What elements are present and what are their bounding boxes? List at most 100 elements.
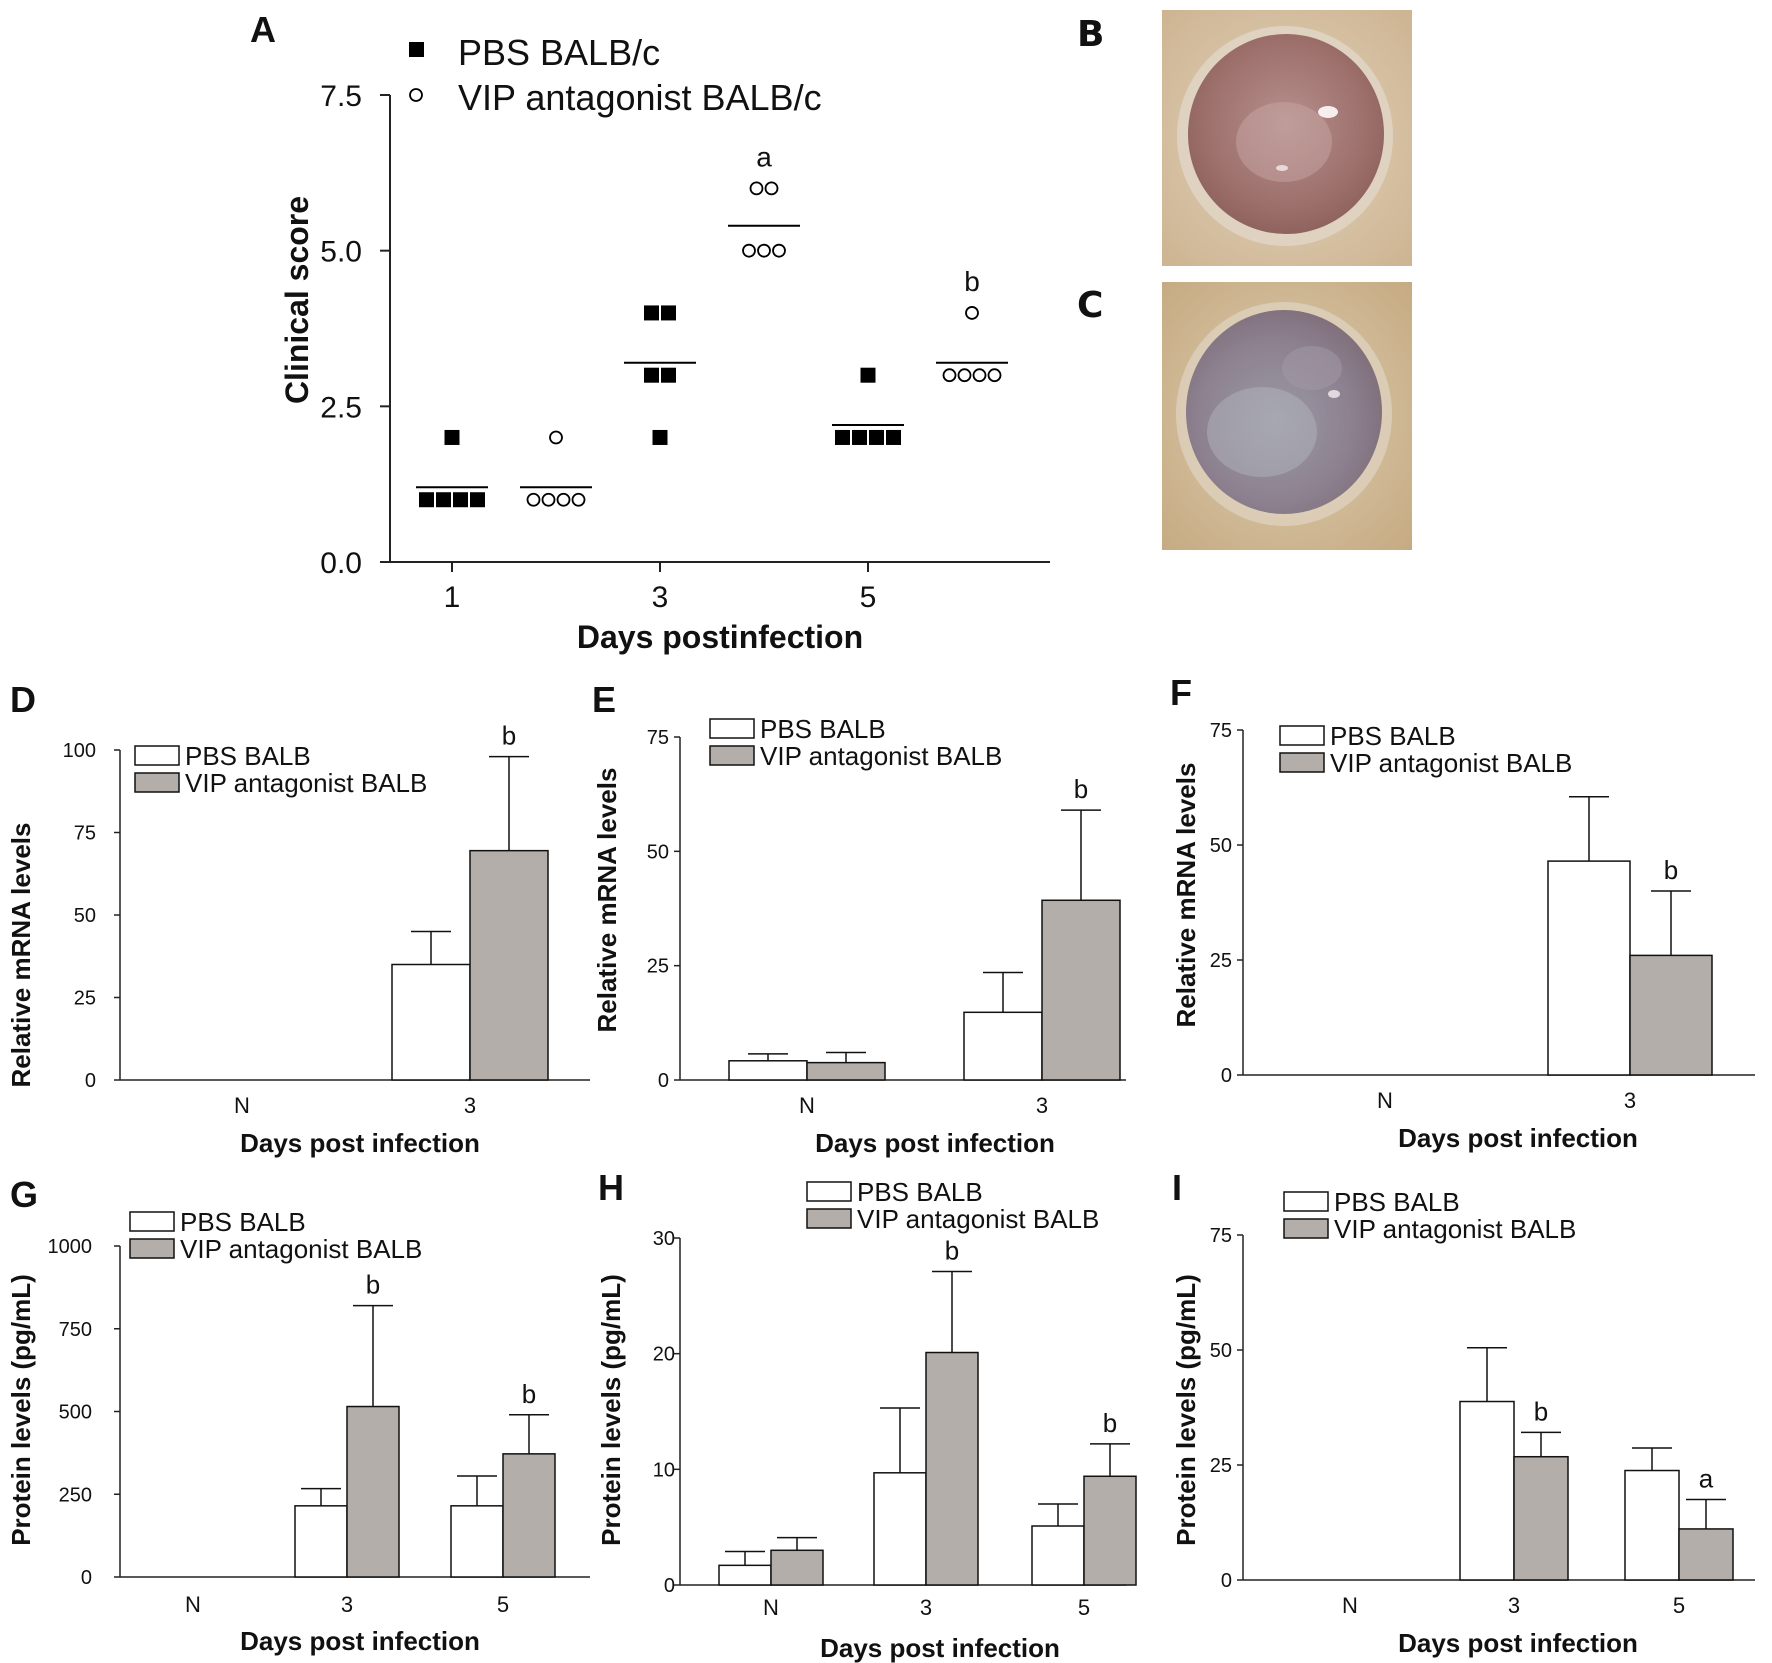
- bar-pbs: [1624, 1469, 1680, 1581]
- y-tick-label: 0: [81, 1567, 92, 1589]
- significance-label: a: [1699, 1464, 1714, 1494]
- y-tick-label: 25: [647, 956, 669, 978]
- y-axis-title: Relative mRNA levels: [6, 823, 36, 1088]
- legend-label-pbs: PBS BALB: [857, 1177, 983, 1207]
- bar-vip: [1513, 1455, 1569, 1581]
- y-tick-label: 25: [1210, 950, 1232, 972]
- legend-swatch-pbs: [134, 745, 180, 766]
- bar-vip: [925, 1351, 979, 1586]
- panel-label-g: G: [10, 1174, 38, 1215]
- data-point-vip: [757, 243, 771, 258]
- legend-swatch-pbs: [129, 1211, 175, 1232]
- legend-label-vip: VIP antagonist BALB/c: [458, 77, 822, 118]
- y-tick-label: 75: [74, 823, 96, 845]
- data-point-pbs: [644, 367, 659, 383]
- data-point-vip: [571, 492, 586, 507]
- legend-swatch-vip: [1283, 1218, 1329, 1239]
- y-tick-label: 25: [1210, 1455, 1232, 1477]
- legend-marker-pbs: [409, 42, 424, 57]
- data-point-vip: [942, 368, 957, 383]
- x-tick-label: N: [185, 1592, 201, 1617]
- y-tick-label: 0: [664, 1575, 675, 1597]
- y-tick-label: 50: [1210, 835, 1232, 857]
- legend-swatch-vip: [1279, 752, 1325, 773]
- x-axis-title: Days post infection: [1398, 1628, 1638, 1658]
- y-tick-label: 2.5: [320, 391, 362, 424]
- x-tick-label: 3: [1036, 1093, 1048, 1118]
- y-tick-label: 500: [59, 1402, 92, 1424]
- y-tick-label: 0: [658, 1070, 669, 1092]
- x-axis-title: Days postinfection: [577, 619, 863, 655]
- x-tick-label: N: [1377, 1088, 1393, 1113]
- data-point-vip: [957, 368, 972, 383]
- y-tick-label: 0: [1221, 1570, 1232, 1592]
- significance-label: b: [964, 266, 980, 297]
- y-tick-label: 1000: [48, 1236, 93, 1258]
- y-tick-label: 25: [74, 988, 96, 1010]
- legend-label-pbs: PBS BALB: [1334, 1187, 1460, 1217]
- legend-label-pbs: PBS BALB/c: [458, 32, 660, 73]
- legend-swatch-vip: [129, 1238, 175, 1259]
- y-tick-label: 100: [63, 740, 96, 762]
- data-point-pbs: [835, 429, 850, 445]
- y-axis-title: Protein levels (pg/mL): [1171, 1274, 1201, 1546]
- legend-marker-vip: [409, 88, 423, 102]
- x-tick-label: N: [763, 1595, 779, 1620]
- bar-vip: [346, 1405, 400, 1578]
- y-tick-label: 20: [653, 1344, 675, 1366]
- y-tick-label: 0: [85, 1070, 96, 1092]
- legend-label-vip: VIP antagonist BALB: [760, 741, 1002, 771]
- cornea-photo-vip: [1162, 282, 1412, 550]
- panel-label-h: H: [598, 1167, 624, 1208]
- data-point-pbs: [869, 429, 884, 445]
- bar-pbs: [728, 1060, 808, 1081]
- x-axis-title: Days post infection: [820, 1633, 1060, 1663]
- significance-label: b: [1074, 774, 1088, 804]
- data-point-pbs: [886, 429, 901, 445]
- legend-label-pbs: PBS BALB: [185, 741, 311, 771]
- x-tick-label: 3: [1624, 1088, 1636, 1113]
- data-point-pbs: [644, 305, 659, 321]
- x-tick-label: 5: [1078, 1595, 1090, 1620]
- bar-vip: [1629, 954, 1713, 1076]
- bar-vip: [806, 1061, 886, 1081]
- y-axis-title: Relative mRNA levels: [592, 768, 622, 1033]
- significance-label: a: [756, 141, 772, 172]
- data-point-pbs: [453, 492, 468, 508]
- bar-pbs: [450, 1505, 504, 1578]
- data-point-pbs: [444, 429, 460, 445]
- x-tick-label: 3: [1508, 1593, 1520, 1618]
- y-tick-label: 750: [59, 1319, 92, 1341]
- y-tick-label: 0.0: [320, 547, 362, 580]
- y-tick-label: 50: [1210, 1340, 1232, 1362]
- significance-label: b: [1534, 1396, 1548, 1426]
- legend-swatch-pbs: [1279, 725, 1325, 746]
- x-tick-label: 5: [1673, 1593, 1685, 1618]
- y-tick-label: 50: [74, 905, 96, 927]
- x-axis-title: Days post infection: [240, 1128, 480, 1158]
- bar-pbs: [963, 1011, 1043, 1081]
- y-tick-label: 75: [1210, 1225, 1232, 1247]
- y-tick-label: 50: [647, 841, 669, 863]
- y-tick-label: 30: [653, 1228, 675, 1250]
- legend-label-pbs: PBS BALB: [180, 1207, 306, 1237]
- data-point-pbs: [852, 429, 867, 445]
- legend-swatch-vip: [806, 1208, 852, 1229]
- data-point-vip: [556, 492, 571, 507]
- data-point-vip: [772, 243, 786, 258]
- significance-label: b: [522, 1379, 536, 1409]
- legend-label-vip: VIP antagonist BALB: [185, 768, 427, 798]
- bar-vip: [1678, 1528, 1734, 1581]
- data-point-vip: [965, 306, 979, 320]
- bar-pbs: [1459, 1400, 1515, 1581]
- panel-label-i: I: [1172, 1167, 1182, 1208]
- panel-label-d: D: [10, 679, 36, 720]
- x-tick-label: N: [799, 1093, 815, 1118]
- data-point-vip: [549, 430, 563, 445]
- data-point-vip: [742, 243, 756, 258]
- panel-label-e: E: [592, 679, 616, 720]
- legend-swatch-vip: [134, 772, 180, 793]
- x-tick-label: N: [234, 1093, 250, 1118]
- x-tick-label: 1: [444, 581, 461, 614]
